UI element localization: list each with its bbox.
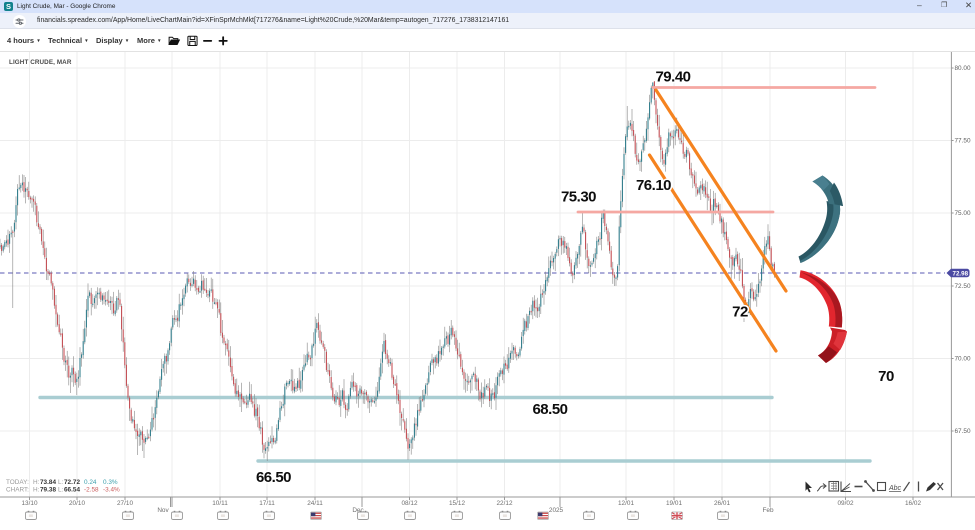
svg-text:13/10: 13/10 [22,500,38,507]
svg-text:20/10: 20/10 [69,500,85,507]
svg-text:67.50: 67.50 [955,428,971,435]
svg-text:68.50: 68.50 [532,401,567,418]
svg-text:72: 72 [732,304,748,321]
svg-text:72.50: 72.50 [955,283,971,290]
svg-text:26/01: 26/01 [714,500,730,507]
svg-text:24/11: 24/11 [307,500,323,507]
svg-text:-2.58: -2.58 [84,487,99,494]
svg-text:2025: 2025 [549,507,564,514]
svg-text:80.00: 80.00 [955,65,971,72]
svg-text:75.00: 75.00 [955,210,971,217]
svg-text:16/02: 16/02 [905,500,921,507]
svg-text:72.72: 72.72 [64,479,80,486]
svg-text:27/10: 27/10 [117,500,133,507]
svg-text:70: 70 [878,368,894,385]
svg-text:H:: H: [33,479,40,486]
svg-text:Nov: Nov [157,507,169,514]
svg-text:L:: L: [58,487,64,494]
svg-text:0.3%: 0.3% [103,479,118,486]
svg-text:79.40: 79.40 [655,69,690,86]
svg-text:75.30: 75.30 [561,189,596,206]
svg-text:L:: L: [58,479,64,486]
svg-text:TODAY:: TODAY: [6,479,29,486]
svg-text:73.84: 73.84 [40,479,56,486]
svg-text:66.50: 66.50 [256,469,291,486]
svg-text:12/01: 12/01 [618,500,634,507]
svg-text:-3.4%: -3.4% [103,487,120,494]
svg-text:22/12: 22/12 [497,500,513,507]
svg-text:10/11: 10/11 [212,500,228,507]
svg-text:H:: H: [33,487,40,494]
svg-text:Feb: Feb [762,507,773,514]
svg-text:72.98: 72.98 [953,270,969,277]
svg-text:70.00: 70.00 [955,356,971,363]
svg-text:77.50: 77.50 [955,138,971,145]
svg-text:Abc: Abc [888,485,902,492]
svg-text:76.10: 76.10 [636,177,671,194]
svg-text:17/11: 17/11 [259,500,275,507]
svg-text:Dec: Dec [352,507,364,514]
svg-text:08/12: 08/12 [402,500,418,507]
svg-text:09/02: 09/02 [838,500,854,507]
svg-text:CHART:: CHART: [6,487,29,494]
svg-text:15/12: 15/12 [449,500,465,507]
svg-text:19/01: 19/01 [666,500,682,507]
svg-text:79.38: 79.38 [40,487,56,494]
svg-text:0.24: 0.24 [84,479,97,486]
svg-text:LIGHT CRUDE, MAR: LIGHT CRUDE, MAR [9,59,72,66]
svg-text:66.54: 66.54 [64,487,80,494]
